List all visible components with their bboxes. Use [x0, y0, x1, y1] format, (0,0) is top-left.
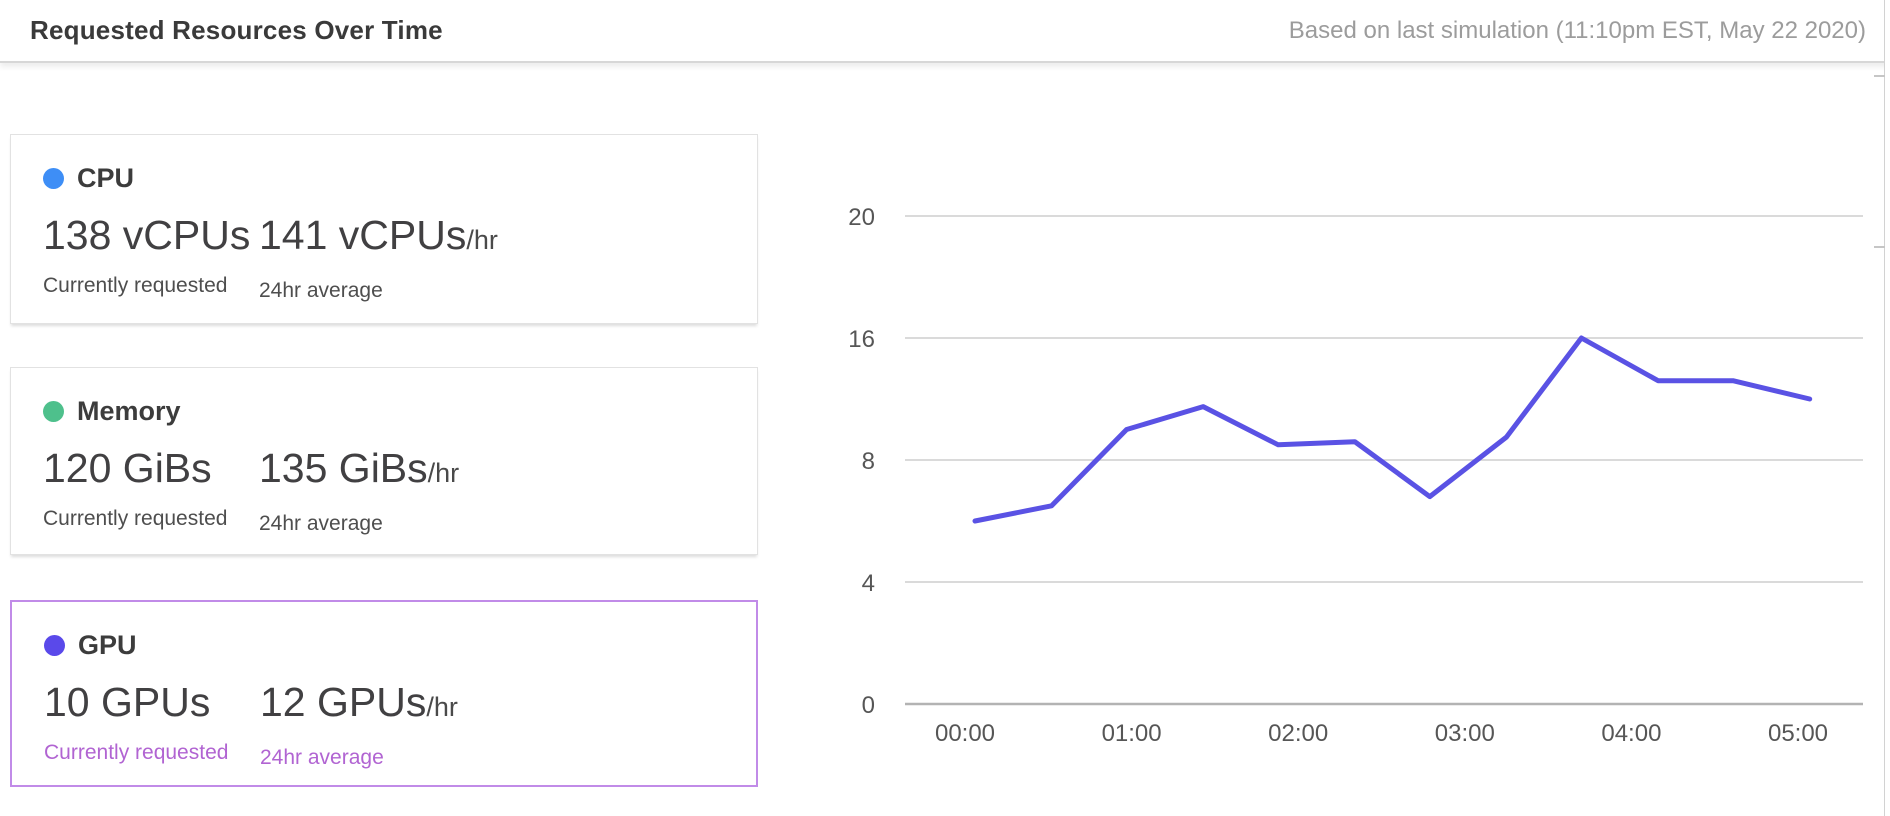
gpu-current-column: 10 GPUs Currently requested — [44, 678, 228, 765]
cpu-legend-dot-icon — [43, 168, 64, 189]
memory-average-value: 135 GiBs/hr — [259, 445, 460, 491]
cpu-current-column: 138 vCPUs Currently requested — [43, 211, 250, 298]
x-axis-tick-label: 04:00 — [1601, 720, 1661, 747]
memory-average-caption: 24hr average — [259, 512, 383, 535]
gpu-current-caption: Currently requested — [44, 741, 229, 764]
memory-card-label: Memory — [77, 396, 181, 426]
gpu-average-caption: 24hr average — [260, 746, 384, 769]
y-axis-tick-label: 20 — [848, 204, 875, 231]
memory-average-column: 135 GiBs/hr 24hr average — [259, 444, 459, 536]
gpu-average-suffix: /hr — [426, 692, 458, 722]
memory-card[interactable]: Memory 120 GiBs Currently requested 135 … — [10, 367, 758, 555]
gpu-average-value: 12 GPUs/hr — [260, 679, 458, 725]
x-axis-tick-label: 03:00 — [1435, 720, 1495, 747]
x-axis-tick-label: 00:00 — [935, 720, 995, 747]
simulation-timestamp: Based on last simulation (11:10pm EST, M… — [1288, 16, 1866, 44]
cpu-current-caption: Currently requested — [43, 274, 228, 297]
y-axis-tick-label: 16 — [848, 326, 875, 353]
y-axis-tick-label: 8 — [862, 448, 875, 475]
panel-header: Requested Resources Over Time Based on l… — [0, 0, 1890, 63]
scrollbar-thumb[interactable] — [1874, 75, 1885, 248]
memory-card-header: Memory — [43, 396, 181, 427]
x-axis-tick-label: 01:00 — [1102, 720, 1162, 747]
gpu-current-value: 10 GPUs — [44, 679, 211, 725]
cpu-card-header: CPU — [43, 163, 134, 194]
memory-average-suffix: /hr — [427, 458, 460, 488]
cpu-card-label: CPU — [77, 163, 135, 193]
cpu-average-suffix: /hr — [466, 225, 498, 255]
page-title: Requested Resources Over Time — [30, 15, 443, 45]
x-axis-tick-label: 02:00 — [1268, 720, 1328, 747]
y-axis-tick-label: 0 — [862, 692, 875, 719]
cpu-average-column: 141 vCPUs/hr 24hr average — [259, 211, 498, 303]
gpu-legend-dot-icon — [44, 635, 65, 656]
memory-legend-dot-icon — [43, 401, 64, 422]
cpu-current-value: 138 vCPUs — [43, 212, 251, 258]
scrollbar[interactable] — [1874, 0, 1890, 816]
cpu-average-value: 141 vCPUs/hr — [259, 212, 498, 258]
cpu-average-caption: 24hr average — [259, 279, 383, 302]
memory-current-value: 120 GiBs — [43, 445, 212, 491]
gpu-average-column: 12 GPUs/hr 24hr average — [260, 678, 458, 770]
x-axis-tick-label: 05:00 — [1768, 720, 1828, 747]
gpu-usage-line — [972, 335, 1813, 524]
gpu-card[interactable]: GPU 10 GPUs Currently requested 12 GPUs/… — [10, 600, 758, 787]
gpu-card-label: GPU — [78, 630, 137, 660]
y-axis-tick-label: 4 — [862, 570, 875, 597]
gpu-card-header: GPU — [44, 630, 137, 661]
memory-current-caption: Currently requested — [43, 507, 228, 530]
memory-current-column: 120 GiBs Currently requested — [43, 444, 227, 531]
cpu-card[interactable]: CPU 138 vCPUs Currently requested 141 vC… — [10, 134, 758, 324]
